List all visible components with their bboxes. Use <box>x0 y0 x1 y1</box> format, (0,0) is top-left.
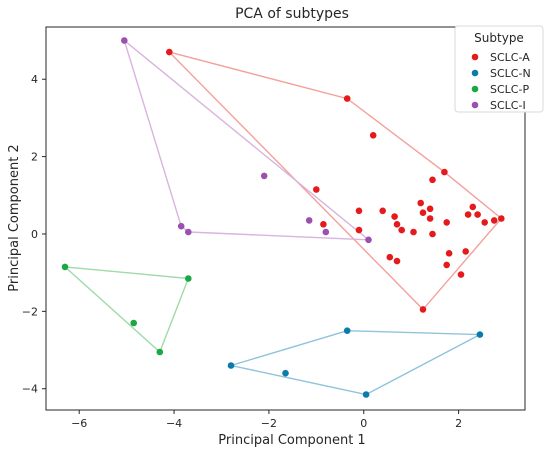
hull-sclc-p <box>62 266 190 354</box>
point-sclc-a-18 <box>429 176 436 184</box>
hull-sclc-i <box>122 38 371 241</box>
point-sclc-a-6 <box>355 226 363 234</box>
legend-items: SCLC-A SCLC-N SCLC-P SCLC-I <box>471 51 531 112</box>
point-sclc-a-27 <box>469 203 477 211</box>
point-sclc-a-0 <box>166 48 173 56</box>
point-sclc-i-6 <box>365 236 372 244</box>
x-tick-label: −2 <box>261 417 277 430</box>
point-sclc-i-0 <box>121 37 128 44</box>
legend: Subtype SCLC-A SCLC-N SCLC-P SCLC-I <box>454 25 544 113</box>
hull-sclc-a <box>167 50 503 311</box>
legend-marker-sclc-n <box>471 69 479 77</box>
point-sclc-a-16 <box>426 205 434 213</box>
legend-label-sclc-n: SCLC-N <box>490 67 531 80</box>
x-tick-label: 2 <box>455 417 462 430</box>
x-tick-label: 0 <box>360 417 367 430</box>
point-sclc-a-2 <box>369 132 377 139</box>
chart-title: PCA of subtypes <box>235 6 349 22</box>
plot-area-frame <box>45 26 526 411</box>
hull-layer <box>62 38 503 396</box>
y-axis-label: Principal Component 2 <box>7 144 22 291</box>
point-sclc-a-22 <box>445 250 453 257</box>
y-tick-label: 4 <box>31 73 38 86</box>
point-sclc-a-8 <box>391 213 398 220</box>
point-sclc-a-7 <box>379 207 387 215</box>
point-sclc-a-24 <box>462 248 470 255</box>
point-sclc-a-21 <box>443 219 451 226</box>
point-sclc-a-32 <box>419 306 427 313</box>
point-sclc-p-2 <box>156 348 164 356</box>
point-sclc-a-4 <box>320 221 327 228</box>
x-tick-label: −6 <box>71 417 87 430</box>
point-sclc-n-0 <box>227 362 235 369</box>
points-layer <box>61 37 505 398</box>
point-sclc-a-26 <box>464 211 472 218</box>
point-sclc-i-3 <box>322 228 330 236</box>
point-sclc-a-29 <box>481 219 489 226</box>
y-tick-label: 2 <box>31 151 38 164</box>
point-sclc-a-15 <box>419 209 427 216</box>
point-sclc-a-5 <box>355 207 363 215</box>
point-sclc-a-20 <box>441 168 448 176</box>
point-sclc-i-4 <box>177 222 185 230</box>
x-tick-label: −4 <box>166 417 182 430</box>
legend-title: Subtype <box>474 31 524 45</box>
point-sclc-a-28 <box>474 211 481 218</box>
point-sclc-a-1 <box>343 95 351 102</box>
point-sclc-i-2 <box>305 217 313 224</box>
point-sclc-a-19 <box>429 230 436 238</box>
point-sclc-a-13 <box>410 228 417 236</box>
legend-marker-sclc-i <box>471 101 479 109</box>
point-sclc-a-12 <box>393 257 401 265</box>
point-sclc-a-14 <box>417 199 425 207</box>
point-sclc-p-3 <box>130 319 137 327</box>
point-sclc-n-2 <box>476 331 484 338</box>
point-sclc-i-5 <box>185 228 192 236</box>
hull-sclc-n <box>230 329 483 396</box>
point-sclc-a-30 <box>490 217 498 224</box>
point-sclc-a-23 <box>443 261 451 269</box>
point-sclc-a-31 <box>498 215 505 222</box>
point-sclc-i-1 <box>260 172 268 180</box>
x-axis-ticks: −6 −4 −2 0 2 <box>71 410 462 430</box>
y-tick-label: −4 <box>22 383 38 396</box>
point-sclc-n-4 <box>282 369 289 377</box>
point-sclc-a-3 <box>313 186 320 193</box>
point-sclc-a-10 <box>398 226 406 234</box>
point-sclc-a-17 <box>426 215 434 222</box>
y-tick-label: 0 <box>31 228 38 241</box>
y-axis-ticks: −4 −2 0 2 4 <box>22 73 46 396</box>
point-sclc-n-1 <box>343 327 351 335</box>
x-axis-label: Principal Component 1 <box>218 433 365 448</box>
legend-label-sclc-p: SCLC-P <box>490 83 529 96</box>
legend-marker-sclc-a <box>471 53 479 61</box>
point-sclc-p-0 <box>61 263 69 271</box>
y-tick-label: −2 <box>22 305 38 318</box>
legend-label-sclc-a: SCLC-A <box>490 51 530 64</box>
point-sclc-a-9 <box>393 221 401 228</box>
point-sclc-a-25 <box>457 271 465 278</box>
legend-label-sclc-i: SCLC-I <box>490 99 526 112</box>
legend-marker-sclc-p <box>471 85 479 93</box>
point-sclc-n-3 <box>362 391 370 398</box>
point-sclc-a-11 <box>386 253 394 261</box>
point-sclc-p-1 <box>185 275 192 282</box>
